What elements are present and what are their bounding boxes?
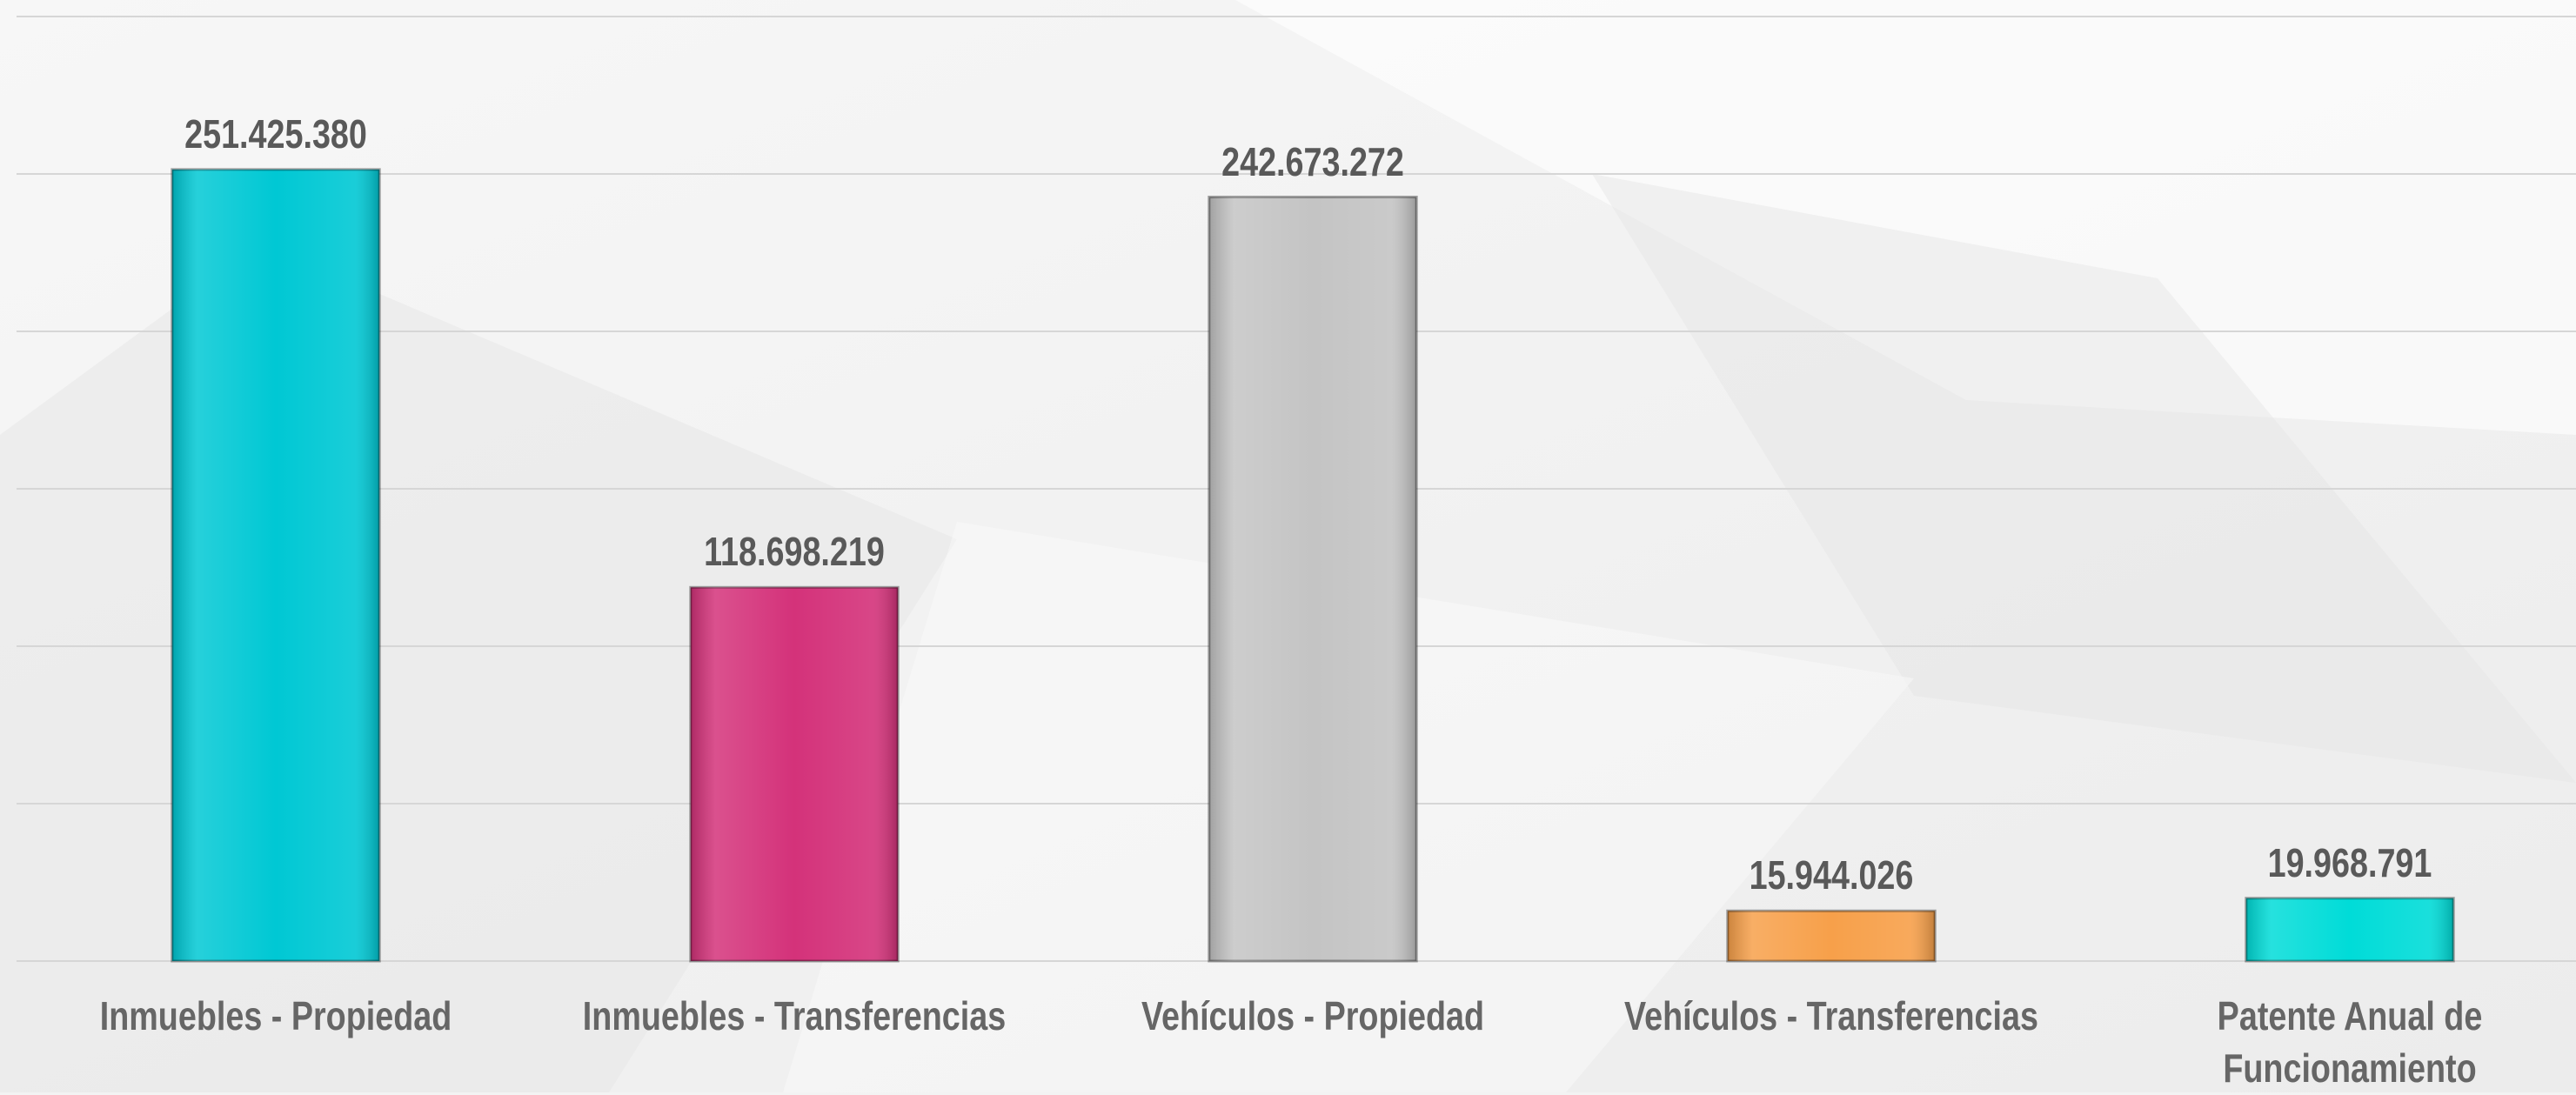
- value-label: 118.698.219: [704, 529, 885, 575]
- bar: [689, 585, 900, 963]
- bg-shape: [1235, 0, 2576, 435]
- bar: [2245, 897, 2455, 963]
- value-label: 19.968.791: [2267, 839, 2432, 885]
- value-label: 15.944.026: [1749, 852, 1914, 898]
- x-tick-label: Patente Anual de Funcionamiento: [2217, 993, 2483, 1091]
- bar: [1726, 909, 1937, 963]
- bar: [171, 168, 381, 963]
- bar: [1208, 196, 1418, 963]
- value-label: 242.673.272: [1221, 138, 1404, 184]
- x-tick-label: Inmuebles - Transferencias: [582, 993, 1007, 1038]
- x-tick-label: Inmuebles - Propiedad: [99, 993, 452, 1038]
- value-label: 251.425.380: [184, 110, 367, 157]
- bg-shape: [1592, 174, 2576, 783]
- x-tick-label: Vehículos - Transferencias: [1624, 993, 2038, 1038]
- x-tick-label: Vehículos - Propiedad: [1141, 993, 1485, 1038]
